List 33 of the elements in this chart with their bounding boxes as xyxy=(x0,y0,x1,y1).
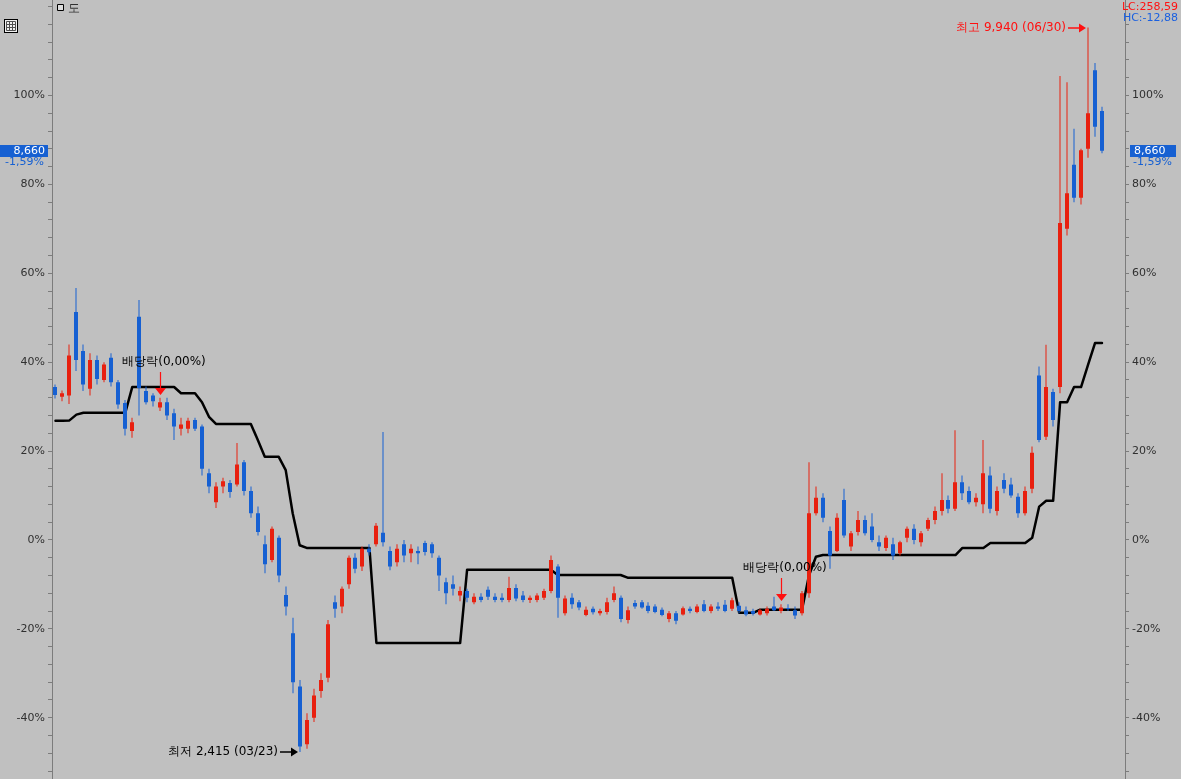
candlestick xyxy=(451,575,455,596)
candlestick xyxy=(521,591,525,603)
candlestick xyxy=(333,595,337,618)
y2-tick-label: 80% xyxy=(1132,177,1157,191)
y-tick-label: 0% xyxy=(27,532,45,546)
candlestick xyxy=(779,604,783,614)
y-tick-label: 80% xyxy=(20,177,45,191)
candlestick xyxy=(877,535,881,552)
text: 8,660 xyxy=(13,143,45,157)
y-tick-label: -40% xyxy=(16,710,45,724)
y2-tick-label: 60% xyxy=(1132,266,1157,280)
legend-label: 도 xyxy=(68,0,80,15)
candlestick xyxy=(786,604,790,612)
y2-tick-label: 100% xyxy=(1132,88,1164,102)
y-tick-label: 100% xyxy=(13,88,45,102)
y-tick-label: 20% xyxy=(20,443,45,457)
y-tick-label: 60% xyxy=(20,266,45,280)
candlestick xyxy=(633,599,637,609)
text: -1,59% xyxy=(1133,154,1172,168)
y2-tick-label: -20% xyxy=(1132,621,1161,635)
y2-tick-label: -40% xyxy=(1132,710,1161,724)
y2-tick-label: 20% xyxy=(1132,443,1157,457)
text: HC:-12,88 xyxy=(1122,10,1178,24)
y2-tick-label: 40% xyxy=(1132,355,1157,369)
text: 8,660 xyxy=(1134,143,1166,157)
candlestick xyxy=(381,431,385,547)
y-tick-label: -20% xyxy=(16,621,45,635)
y2-tick-label: 0% xyxy=(1132,532,1150,546)
text: -1,59% xyxy=(5,154,44,168)
text: LC:258,59 xyxy=(1121,0,1178,13)
annotation: 최저 2,415 (03/23) xyxy=(168,744,278,759)
y-tick-label: 40% xyxy=(20,355,45,369)
annotation: 최고 9,940 (06/30) xyxy=(956,19,1066,34)
